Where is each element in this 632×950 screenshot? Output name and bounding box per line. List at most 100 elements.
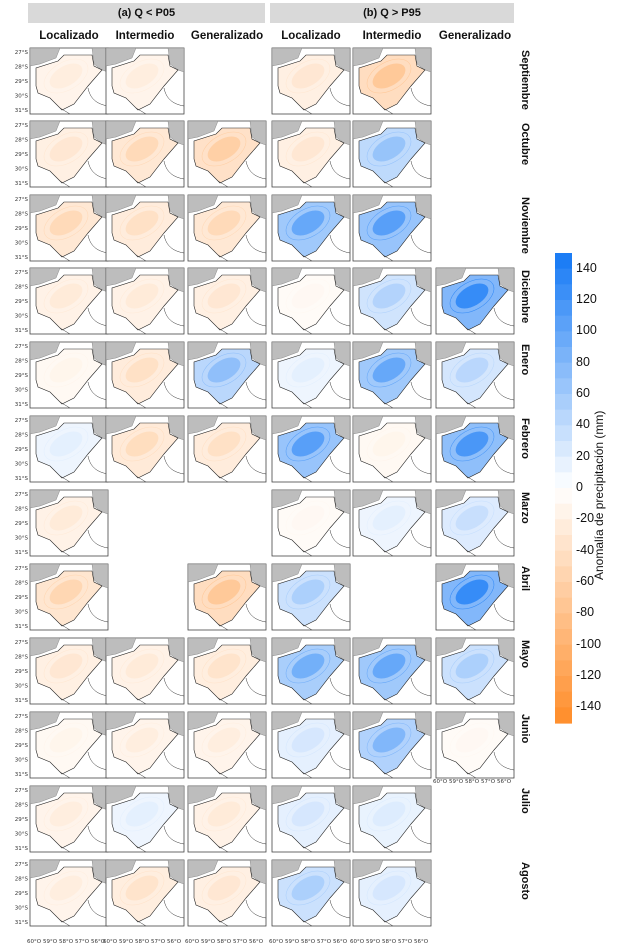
lat-tick: 29°S bbox=[15, 299, 29, 305]
lat-tick: 28°S bbox=[15, 65, 29, 71]
map-panel-r10-c2 bbox=[187, 785, 267, 853]
map-panel-r6-c4 bbox=[352, 489, 432, 557]
lat-tick: 28°S bbox=[15, 433, 29, 439]
map-panel-r0-c3 bbox=[271, 47, 351, 115]
row-label-7: Abril bbox=[519, 566, 531, 592]
lat-tick: 31°S bbox=[15, 402, 29, 408]
map-panel-r4-c1 bbox=[105, 341, 185, 409]
map-panel-r4-c4 bbox=[352, 341, 432, 409]
legend-tick-label: 20 bbox=[576, 448, 590, 463]
map-panel-r11-c0 bbox=[29, 859, 109, 927]
map-panel-r9-c0 bbox=[29, 711, 109, 779]
map-panel-r3-c2 bbox=[187, 267, 267, 335]
lon-tick: 60°O bbox=[269, 939, 284, 945]
legend-tick-label: -60 bbox=[576, 574, 595, 588]
map-panel-r7-c0 bbox=[29, 563, 109, 631]
map-panel-r7-c5 bbox=[435, 563, 515, 631]
lon-tick: 57°O bbox=[398, 939, 413, 945]
lon-tick: 56°O bbox=[249, 939, 264, 945]
lon-tick: 59°O bbox=[119, 939, 134, 945]
lat-tick: 29°S bbox=[15, 743, 29, 749]
map-panel-r3-c4 bbox=[352, 267, 432, 335]
legend-swatch bbox=[555, 394, 572, 411]
legend-swatch bbox=[555, 676, 572, 693]
lat-tick: 30°S bbox=[15, 758, 29, 764]
legend-swatch bbox=[555, 300, 572, 317]
lat-tick: 31°S bbox=[15, 108, 29, 114]
map-panel-r11-c4 bbox=[352, 859, 432, 927]
map-panel-r7-c2 bbox=[187, 563, 267, 631]
lat-tick: 31°S bbox=[15, 181, 29, 187]
legend-swatch bbox=[555, 441, 572, 458]
lat-tick: 29°S bbox=[15, 817, 29, 823]
legend-tick-label: -40 bbox=[576, 542, 595, 557]
map-panel-r1-c1 bbox=[105, 120, 185, 188]
column-header-4: Intermedio bbox=[362, 30, 422, 42]
legend-swatch bbox=[555, 613, 572, 630]
lon-tick: 57°O bbox=[233, 939, 248, 945]
map-panel-r11-c2 bbox=[187, 859, 267, 927]
legend-swatch bbox=[555, 409, 572, 426]
column-header-3: Localizado bbox=[281, 30, 341, 42]
row-label-6: Marzo bbox=[519, 492, 531, 524]
map-panel-r8-c5 bbox=[435, 637, 515, 705]
lat-tick: 29°S bbox=[15, 891, 29, 897]
map-panel-r1-c3 bbox=[271, 120, 351, 188]
row-label-5: Febrero bbox=[519, 418, 531, 459]
lat-tick: 27°S bbox=[15, 714, 29, 720]
legend-swatch bbox=[555, 362, 572, 379]
lat-tick: 31°S bbox=[15, 698, 29, 704]
map-panel-r5-c4 bbox=[352, 415, 432, 483]
lat-tick: 30°S bbox=[15, 462, 29, 468]
lon-tick: 58°O bbox=[217, 939, 232, 945]
column-header-2: Generalizado bbox=[190, 30, 264, 42]
lon-tick: 59°O bbox=[449, 779, 464, 785]
lat-tick: 28°S bbox=[15, 803, 29, 809]
lon-tick: 57°O bbox=[317, 939, 332, 945]
lat-tick: 31°S bbox=[15, 476, 29, 482]
column-header-5: Generalizado bbox=[438, 30, 512, 42]
legend-swatch bbox=[555, 582, 572, 599]
map-panel-r4-c0 bbox=[29, 341, 109, 409]
legend-tick-label: -100 bbox=[576, 636, 602, 651]
lat-tick: 27°S bbox=[15, 640, 29, 646]
map-panel-r9-c4 bbox=[352, 711, 432, 779]
row-label-11: Agosto bbox=[519, 862, 531, 900]
map-panel-r2-c1 bbox=[105, 194, 185, 262]
lat-tick: 28°S bbox=[15, 138, 29, 144]
lon-tick: 60°O bbox=[433, 779, 448, 785]
map-panel-r6-c0 bbox=[29, 489, 109, 557]
column-header-0: Localizado bbox=[39, 30, 99, 42]
map-panel-r2-c4 bbox=[352, 194, 432, 262]
legend-swatch bbox=[555, 347, 572, 364]
legend-swatch bbox=[555, 566, 572, 583]
map-panel-r3-c5 bbox=[435, 267, 515, 335]
lon-tick: 59°O bbox=[201, 939, 216, 945]
lat-tick: 31°S bbox=[15, 328, 29, 334]
lat-tick: 31°S bbox=[15, 255, 29, 261]
map-panel-r8-c2 bbox=[187, 637, 267, 705]
lat-tick: 29°S bbox=[15, 521, 29, 527]
lon-tick: 59°O bbox=[43, 939, 58, 945]
lat-tick: 27°S bbox=[15, 862, 29, 868]
legend-tick-label: 140 bbox=[576, 260, 597, 275]
map-panel-r2-c0 bbox=[29, 194, 109, 262]
map-panel-r7-c3 bbox=[271, 563, 351, 631]
legend-swatch bbox=[555, 331, 572, 348]
legend-tick-label: -140 bbox=[576, 699, 602, 714]
lat-tick: 31°S bbox=[15, 920, 29, 926]
map-panel-r5-c3 bbox=[271, 415, 351, 483]
lat-tick: 31°S bbox=[15, 624, 29, 630]
map-panel-r5-c5 bbox=[435, 415, 515, 483]
legend-tick-label: 120 bbox=[576, 292, 597, 306]
lon-tick: 58°O bbox=[465, 779, 480, 785]
lat-tick: 28°S bbox=[15, 507, 29, 513]
legend-swatch bbox=[555, 644, 572, 661]
legend-swatch bbox=[555, 268, 572, 285]
lat-tick: 31°S bbox=[15, 772, 29, 778]
lat-tick: 28°S bbox=[15, 212, 29, 218]
lon-tick: 56°O bbox=[414, 939, 429, 945]
legend-tick-label: -80 bbox=[576, 605, 595, 620]
map-panel-r8-c3 bbox=[271, 637, 351, 705]
